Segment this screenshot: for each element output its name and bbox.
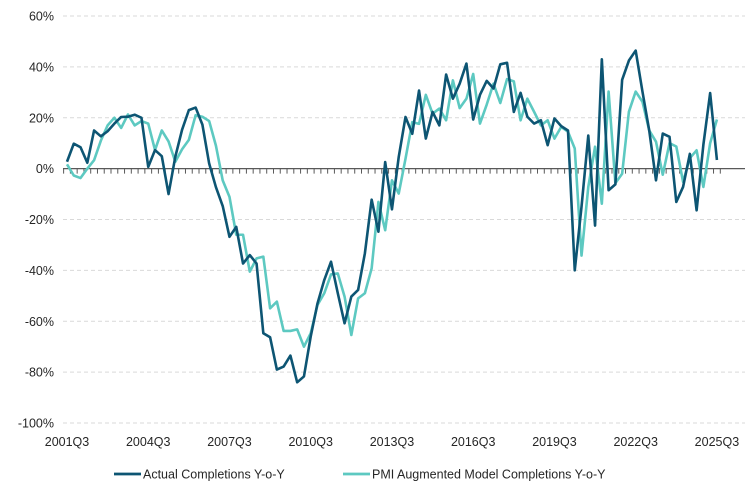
x-tick-label: 2007Q3 <box>207 435 252 449</box>
x-tick-label: 2025Q3 <box>695 435 740 449</box>
y-axis-labels: 60% 40% 20% 0% -20% -40% -60% -80% -100% <box>18 10 54 431</box>
legend-label: Actual Completions Y-o-Y <box>143 468 285 482</box>
series-lines <box>65 49 719 384</box>
x-tick-label: 2016Q3 <box>451 435 496 449</box>
y-tick-label: 20% <box>29 111 54 125</box>
gridlines <box>63 15 745 424</box>
x-tick-label: 2013Q3 <box>370 435 415 449</box>
y-tick-label: 0% <box>36 162 54 176</box>
y-tick-label: -60% <box>25 315 54 329</box>
x-tick-label: 2019Q3 <box>532 435 577 449</box>
series-line-actual <box>65 49 719 384</box>
y-tick-label: 60% <box>29 10 54 24</box>
legend-label: PMI Augmented Model Completions Y-o-Y <box>372 468 606 482</box>
x-axis-labels: 2001Q3 2004Q3 2007Q3 2010Q3 2013Q3 2016Q3 2019… <box>45 435 739 449</box>
x-tick-label: 2004Q3 <box>126 435 171 449</box>
y-tick-label: 40% <box>29 60 54 74</box>
y-tick-label: -80% <box>25 366 54 380</box>
y-tick-label: -20% <box>25 213 54 227</box>
x-tick-label: 2022Q3 <box>613 435 658 449</box>
x-tick-label: 2001Q3 <box>45 435 90 449</box>
y-tick-label: -100% <box>18 417 54 431</box>
x-tick-label: 2010Q3 <box>288 435 333 449</box>
y-tick-label: -40% <box>25 264 54 278</box>
legend: Actual Completions Y-o-Y PMI Augmented Mo… <box>114 468 606 482</box>
